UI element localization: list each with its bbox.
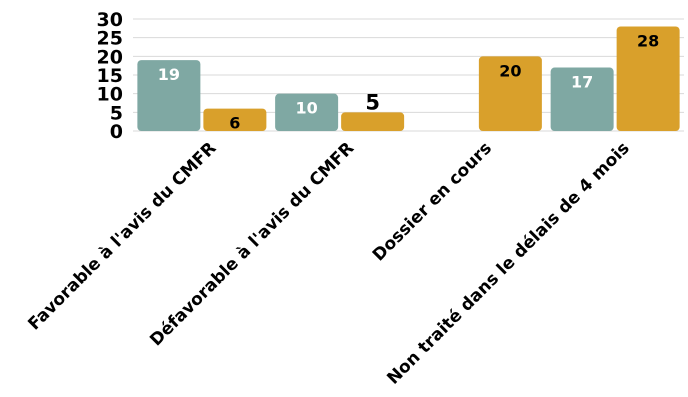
- y-tick-label: 15: [97, 65, 123, 87]
- bar: [203, 108, 267, 131]
- data-labels: 19 6 10 5 20 17 28: [158, 31, 660, 132]
- data-label: 10: [295, 99, 317, 118]
- y-tick-label: 5: [110, 102, 123, 124]
- data-label: 5: [365, 90, 380, 114]
- category-label: Dossier en cours: [369, 138, 496, 265]
- data-label: 20: [499, 61, 521, 80]
- bar: [137, 60, 201, 131]
- bar: [616, 26, 680, 131]
- bars: [137, 26, 680, 132]
- bar: [275, 93, 339, 131]
- data-label: 28: [637, 31, 659, 50]
- bar: [550, 67, 614, 131]
- data-label: 6: [229, 114, 240, 133]
- y-tick-label: 30: [97, 9, 123, 31]
- category-label: Non traité dans le délais de 4 mois: [383, 138, 633, 388]
- y-tick-label: 10: [97, 84, 123, 106]
- y-tick-label: 25: [97, 28, 123, 50]
- bar: [341, 112, 405, 131]
- bar: [478, 56, 542, 132]
- data-label: 19: [158, 65, 180, 84]
- y-tick-label: 0: [110, 121, 123, 143]
- data-label: 17: [571, 73, 593, 92]
- y-tick-label: 20: [97, 46, 123, 68]
